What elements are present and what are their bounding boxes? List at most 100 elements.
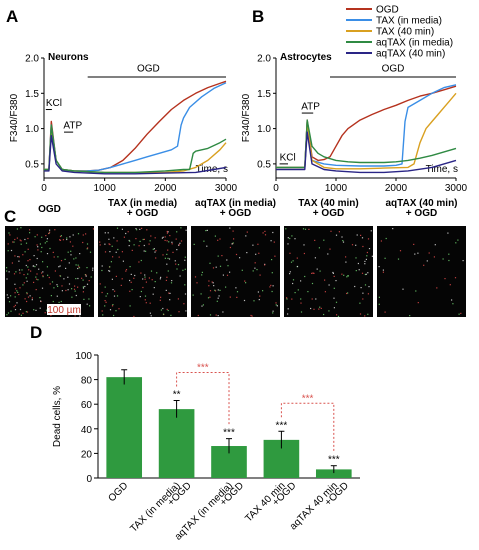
cell-dot xyxy=(378,296,380,298)
cell-dot xyxy=(358,269,360,271)
cell-dot xyxy=(360,234,362,236)
cell-dot xyxy=(444,278,446,280)
cell-dot xyxy=(77,264,79,266)
cell-dot xyxy=(106,293,109,295)
cell-dot xyxy=(313,308,315,310)
cell-dot xyxy=(131,289,133,291)
cell-dot xyxy=(53,287,55,289)
x-tick-label: 1000 xyxy=(94,183,117,194)
x-tick-label: 3000 xyxy=(445,183,468,194)
cell-dot xyxy=(177,264,180,266)
cell-dot xyxy=(232,230,234,232)
cell-dot xyxy=(92,267,94,269)
cell-dot xyxy=(257,291,259,293)
cell-dot xyxy=(109,309,112,311)
cell-dot xyxy=(92,228,95,230)
cell-dot xyxy=(382,269,384,271)
cell-dot xyxy=(65,267,67,269)
cell-dot xyxy=(426,260,428,262)
cell-dot xyxy=(449,284,451,286)
cell-dot xyxy=(18,256,20,258)
cell-dot xyxy=(109,243,111,246)
cell-dot xyxy=(364,260,366,262)
cell-dot xyxy=(296,265,299,268)
cell-dot xyxy=(83,298,85,300)
cell-dot xyxy=(222,274,224,276)
cell-dot xyxy=(41,236,43,238)
cell-dot xyxy=(79,315,81,317)
cell-dot xyxy=(257,243,259,245)
cell-dot xyxy=(6,294,8,296)
micrograph-image xyxy=(5,226,94,317)
cell-dot xyxy=(41,287,44,289)
cell-dot xyxy=(47,274,49,276)
annotation-atp: ATP xyxy=(63,121,82,132)
cell-dot xyxy=(183,303,185,305)
cell-dot xyxy=(270,240,272,242)
cell-dot xyxy=(364,273,366,276)
cell-dot xyxy=(73,258,75,260)
cell-dot xyxy=(39,297,41,299)
bar xyxy=(315,469,352,478)
cell-dot xyxy=(168,258,171,260)
micrograph-title: aqTAX (40 min) xyxy=(385,198,457,209)
cell-dot xyxy=(26,292,28,294)
cell-dot xyxy=(451,299,453,301)
cell-dot xyxy=(250,314,252,317)
cell-dot xyxy=(134,274,136,277)
cell-dot xyxy=(112,256,114,258)
cell-dot xyxy=(56,295,58,297)
cell-dot xyxy=(14,304,16,306)
cell-dot xyxy=(362,245,364,248)
cell-dot xyxy=(61,285,63,287)
cell-dot xyxy=(259,274,261,276)
cell-dot xyxy=(111,278,113,280)
cell-dot xyxy=(460,312,462,314)
cell-dot xyxy=(316,268,318,270)
category-label: OGD xyxy=(106,480,130,504)
cell-dot xyxy=(15,288,17,290)
cell-dot xyxy=(417,252,419,254)
cell-dot xyxy=(84,285,86,288)
cell-dot xyxy=(342,241,345,243)
cell-dot xyxy=(319,306,321,308)
cell-dot xyxy=(115,275,117,277)
cell-dot xyxy=(202,304,204,306)
cell-dot xyxy=(114,290,116,292)
cell-dot xyxy=(115,310,117,312)
cell-dot xyxy=(22,254,24,256)
y-tick-label: 1.0 xyxy=(257,124,271,135)
cell-dot xyxy=(276,305,278,307)
cell-dot xyxy=(142,238,144,241)
cell-dot xyxy=(209,290,212,292)
cell-dot xyxy=(345,261,347,263)
cell-dot xyxy=(77,233,80,235)
cell-dot xyxy=(50,314,52,317)
cell-dot xyxy=(397,258,400,260)
cell-dot xyxy=(311,282,314,285)
cell-dot xyxy=(167,309,169,312)
cell-dot xyxy=(333,297,335,299)
cell-dot xyxy=(209,314,212,316)
cell-dot xyxy=(258,252,260,254)
cell-dot xyxy=(214,235,216,237)
cell-dot xyxy=(13,241,15,243)
cell-dot xyxy=(166,232,168,234)
cell-dot xyxy=(219,238,221,240)
cell-dot xyxy=(319,270,321,272)
legend-label: TAX (40 min) xyxy=(376,27,434,38)
series-line xyxy=(276,85,457,169)
cell-dot xyxy=(312,272,314,274)
cell-dot xyxy=(458,313,460,315)
cell-dot xyxy=(272,285,274,287)
cell-dot xyxy=(366,255,368,257)
cell-dot xyxy=(37,279,39,281)
cell-dot xyxy=(300,280,302,282)
cell-dot xyxy=(355,270,357,272)
y-axis-label: Dead cells, % xyxy=(52,386,63,447)
cell-dot xyxy=(135,238,137,240)
y-axis-label: F340/F380 xyxy=(9,93,20,142)
cell-dot xyxy=(104,286,106,288)
annotation-kcl: KCl xyxy=(280,152,296,163)
